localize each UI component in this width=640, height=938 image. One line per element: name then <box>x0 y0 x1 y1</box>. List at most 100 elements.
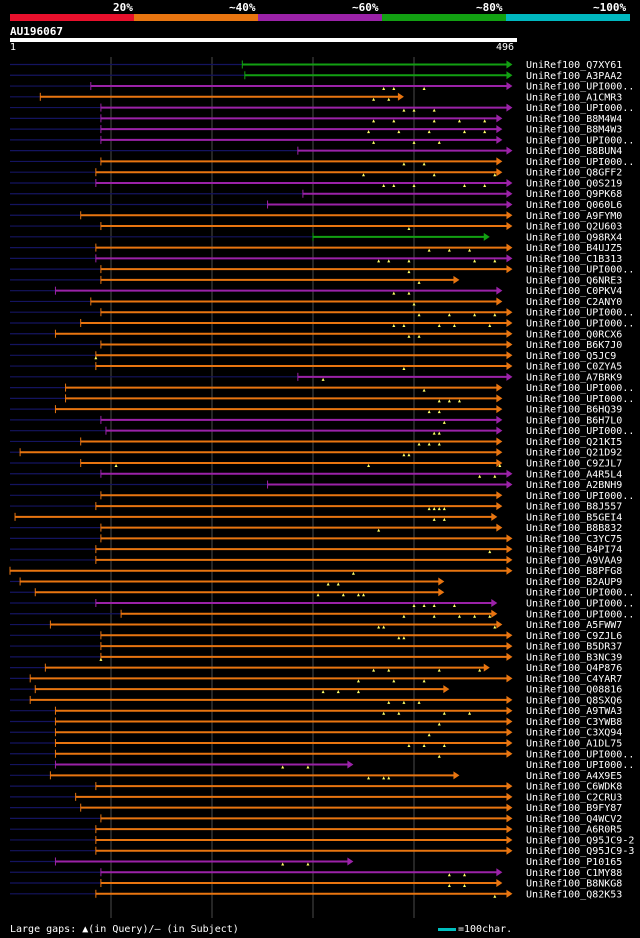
query-gap-icon <box>356 690 360 694</box>
legend-bar-40 <box>134 14 258 21</box>
hit-arrow-icon <box>506 695 513 704</box>
query-gap-icon <box>493 313 497 317</box>
query-gap-icon <box>432 431 436 435</box>
hit-arrow-icon <box>443 685 450 694</box>
query-gap-icon <box>468 711 472 715</box>
query-gap-icon <box>493 625 497 629</box>
query-gap-icon <box>407 453 411 457</box>
query-gap-icon <box>432 119 436 123</box>
hit-label: UniRef100_B6H7L0 <box>526 415 622 426</box>
query-gap-icon <box>392 119 396 123</box>
query-gap-icon <box>442 507 446 511</box>
hit-arrow-icon <box>506 642 513 651</box>
hit-label: UniRef100_B4UJZ5 <box>526 243 622 254</box>
hit-label: UniRef100_Q5JC9 <box>526 351 616 362</box>
hit-arrow-icon <box>347 857 354 866</box>
hit-label: UniRef100_Q82K53 <box>526 889 622 900</box>
query-gap-icon <box>427 130 431 134</box>
hit-label: UniRef100_C6WDK8 <box>526 782 622 793</box>
query-gap-icon <box>437 431 441 435</box>
hit-arrow-icon <box>506 189 513 198</box>
query-gap-icon <box>432 173 436 177</box>
hit-arrow-icon <box>453 275 460 284</box>
query-gap-icon <box>341 593 345 597</box>
hit-label: UniRef100_Q2U603 <box>526 222 622 233</box>
hit-arrow-icon <box>496 286 503 295</box>
query-gap-icon <box>422 604 426 607</box>
query-gap-icon <box>488 550 492 554</box>
hit-arrow-icon <box>496 297 503 306</box>
hit-arrow-icon <box>506 211 513 220</box>
query-gap-icon <box>407 744 411 748</box>
query-gap-icon <box>478 474 482 478</box>
query-gap-icon <box>407 270 411 274</box>
hit-arrow-icon <box>506 706 513 715</box>
query-gap-icon <box>493 259 497 263</box>
hit-arrow-icon <box>506 243 513 252</box>
hit-arrow-icon <box>397 92 404 101</box>
query-gap-icon <box>432 604 436 607</box>
hit-arrow-icon <box>496 523 503 532</box>
hit-label: UniRef100_B8PFG8 <box>526 566 622 577</box>
hit-label: UniRef100_A2BNH9 <box>526 480 622 491</box>
hit-arrow-icon <box>483 232 490 241</box>
scale-legend-label: =100char. <box>458 924 513 935</box>
hit-arrow-icon <box>483 663 490 672</box>
hit-arrow-icon <box>506 308 513 317</box>
gap-legend: Large gaps: ▲(in Query)/– (in Subject) <box>10 924 239 935</box>
query-gap-icon <box>356 593 360 597</box>
hit-label: UniRef100_Q0S219 <box>526 178 622 189</box>
query-gap-icon <box>442 420 446 424</box>
query-gap-icon <box>367 130 371 134</box>
query-gap-icon <box>402 108 406 112</box>
hit-arrow-icon <box>496 620 503 629</box>
hit-label: UniRef100_C3YWB8 <box>526 717 622 728</box>
scale-end-label: 496 <box>496 42 515 53</box>
hit-arrow-icon <box>506 846 513 855</box>
query-gap-icon <box>457 119 461 123</box>
hit-arrow-icon <box>506 555 513 564</box>
query-gap-icon <box>422 162 426 166</box>
hit-arrow-icon <box>506 200 513 209</box>
query-gap-icon <box>437 399 441 403</box>
hit-label: UniRef100_B9FY87 <box>526 803 622 814</box>
query-scale-bar <box>10 38 517 42</box>
query-gap-icon <box>397 130 401 134</box>
hit-arrow-icon <box>506 717 513 726</box>
query-gap-icon <box>422 744 426 748</box>
query-gap-icon <box>372 97 376 101</box>
hit-label: UniRef100_B6HQ39 <box>526 405 622 416</box>
query-gap-icon <box>402 162 406 166</box>
query-gap-icon <box>447 399 451 403</box>
hit-label: UniRef100_UPI000.. <box>526 103 634 114</box>
scale-legend: =100char. <box>438 924 512 935</box>
hit-arrow-icon <box>506 146 513 155</box>
hit-arrow-icon <box>506 889 513 898</box>
hit-label: UniRef100_Q95JC9-2 <box>526 835 634 846</box>
hit-label: UniRef100_B8J557 <box>526 502 622 513</box>
query-gap-icon <box>437 722 441 726</box>
query-gap-icon <box>382 183 386 187</box>
hit-label: UniRef100_UPI000.. <box>526 760 634 771</box>
hit-label: UniRef100_A9VAA9 <box>526 555 622 566</box>
legend-label-80: ~80% <box>476 1 503 14</box>
query-gap-icon <box>412 140 416 144</box>
hit-label: UniRef100_Q08816 <box>526 685 622 696</box>
query-gap-icon <box>447 248 451 252</box>
hit-label: UniRef100_B6K7J0 <box>526 340 622 351</box>
hit-arrow-icon <box>506 749 513 758</box>
hit-arrow-icon <box>506 739 513 748</box>
hit-label: UniRef100_B8M4W3 <box>526 125 622 136</box>
hit-arrow-icon <box>496 168 503 177</box>
hit-arrow-icon <box>491 599 498 607</box>
hit-label: UniRef100_UPI000.. <box>526 383 634 394</box>
query-gap-icon <box>473 259 477 263</box>
legend-bar-20 <box>10 14 134 21</box>
query-gap-icon <box>478 668 482 672</box>
hit-label: UniRef100_Q8SXQ6 <box>526 695 622 706</box>
query-gap-icon <box>387 776 391 780</box>
query-gap-icon <box>442 711 446 715</box>
hit-label: UniRef100_A9TWA3 <box>526 706 622 717</box>
query-gap-icon <box>402 614 406 618</box>
